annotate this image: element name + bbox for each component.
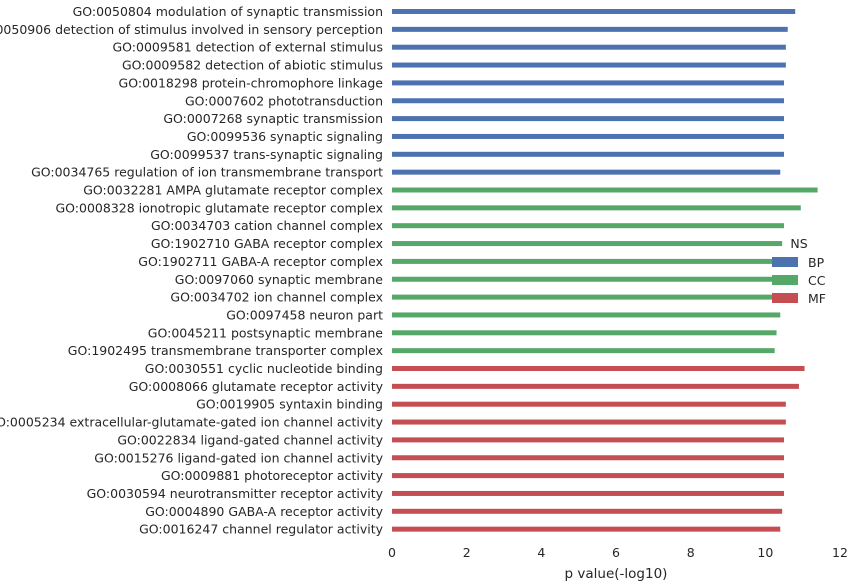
category-label: GO:0016247 channel regulator activity [139, 522, 383, 537]
x-tick-label: 0 [388, 545, 396, 560]
bar-cc [392, 312, 781, 318]
category-label: GO:0009582 detection of abiotic stimulus [122, 58, 383, 73]
category-label: GO:0009581 detection of external stimulu… [113, 40, 384, 55]
category-label: GO:0030594 neurotransmitter receptor act… [87, 486, 384, 501]
bar-bp [392, 169, 781, 175]
category-label: GO:0099536 synaptic signaling [187, 129, 383, 144]
bar-mf [392, 383, 799, 389]
legend-label-cc: CC [808, 273, 826, 288]
bar-bp [392, 62, 786, 68]
category-label: GO:0018298 protein-chromophore linkage [119, 75, 384, 90]
category-label: GO:0045211 postsynaptic membrane [148, 325, 384, 340]
category-label: GO:0032281 AMPA glutamate receptor compl… [83, 183, 383, 198]
category-labels: GO:0050804 modulation of synaptic transm… [0, 4, 384, 537]
category-label: GO:1902710 GABA receptor complex [151, 236, 383, 251]
legend-swatch-bp [772, 257, 798, 267]
legend-swatch-mf [772, 293, 798, 303]
bar-cc [392, 241, 783, 247]
category-label: GO:0030551 cyclic nucleotide binding [145, 361, 383, 376]
legend-swatch-cc [772, 275, 798, 285]
bar-bp [392, 80, 784, 86]
category-label: GO:0034703 cation channel complex [151, 218, 383, 233]
category-label: GO:0034702 ion channel complex [170, 290, 383, 305]
bar-cc [392, 348, 775, 354]
category-label: GO:0050906 detection of stimulus involve… [0, 22, 383, 37]
x-tick-label: 4 [537, 545, 545, 560]
category-label: GO:0034765 regulation of ion transmembra… [31, 165, 383, 180]
category-label: GO:0005234 extracellular-glutamate-gated… [0, 415, 384, 430]
legend-title: NS [790, 236, 807, 251]
legend-label-mf: MF [808, 291, 826, 306]
category-label: GO:0007268 synaptic transmission [163, 111, 383, 126]
bar-cc [392, 330, 777, 336]
category-label: GO:0097458 neuron part [226, 307, 383, 322]
bar-cc [392, 294, 781, 300]
bar-mf [392, 366, 805, 371]
bar-mf [392, 473, 784, 479]
category-label: GO:0004890 GABA-A receptor activity [145, 504, 383, 519]
bar-mf [392, 437, 784, 443]
category-label: GO:0097060 synaptic membrane [175, 272, 384, 287]
bar-bp [392, 26, 788, 32]
bar-bp [392, 44, 786, 50]
category-label: GO:0050804 modulation of synaptic transm… [73, 4, 383, 19]
x-tick-label: 10 [757, 545, 773, 560]
bar-cc [392, 258, 783, 264]
bars-layer [392, 9, 818, 532]
bar-bp [392, 9, 796, 14]
bar-mf [392, 419, 786, 425]
category-label: GO:1902495 transmembrane transporter com… [68, 343, 383, 358]
bar-mf [392, 526, 781, 532]
category-label: GO:0099537 trans-synaptic signaling [150, 147, 383, 162]
category-label: GO:0008328 ionotropic glutamate receptor… [56, 200, 384, 215]
x-axis-title: p value(-log10) [565, 566, 668, 582]
legend: NS BP CC MF [772, 236, 826, 306]
category-label: GO:0007602 phototransduction [185, 93, 383, 108]
legend-label-bp: BP [808, 255, 825, 270]
category-label: GO:0015276 ligand-gated ion channel acti… [94, 450, 383, 465]
x-tick-label: 6 [612, 545, 620, 560]
category-label: GO:0008066 glutamate receptor activity [129, 379, 384, 394]
bar-mf [392, 490, 784, 496]
bar-cc [392, 187, 818, 193]
bar-cc [392, 276, 781, 282]
category-label: GO:0019905 syntaxin binding [196, 397, 383, 412]
x-axis: 0 2 4 6 8 10 12 [388, 545, 848, 560]
bar-bp [392, 133, 784, 139]
category-label: GO:0009881 photoreceptor activity [161, 468, 384, 483]
category-label: GO:1902711 GABA-A receptor complex [138, 254, 383, 269]
x-tick-label: 12 [832, 545, 848, 560]
bar-bp [392, 116, 784, 122]
bar-cc [392, 205, 801, 211]
bar-mf [392, 401, 786, 407]
bar-bp [392, 98, 784, 104]
x-tick-label: 2 [463, 545, 471, 560]
bar-mf [392, 455, 784, 461]
bar-bp [392, 151, 784, 157]
category-label: GO:0022834 ligand-gated channel activity [117, 432, 383, 447]
x-tick-label: 8 [687, 545, 695, 560]
bar-mf [392, 508, 783, 514]
bar-cc [392, 223, 784, 229]
